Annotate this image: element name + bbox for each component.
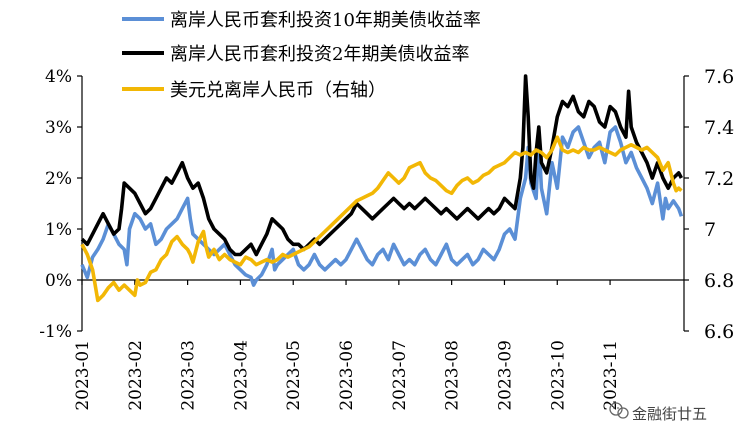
x-tick-label: 2023-04 [231,340,251,411]
right-tick-label: 7.6 [704,66,734,88]
x-tick-label: 2023-02 [126,340,146,411]
watermark-text: 金融街廿五 [632,405,707,423]
left-tick-label: 2% [45,169,72,189]
right-tick-label: 7.4 [704,117,734,139]
x-tick-label: 2023-06 [337,340,357,411]
x-tick-label: 2023-01 [73,340,93,411]
right-tick-label: 6.6 [704,321,734,343]
chart-legend: 离岸人民币套利投资10年期美债收益率离岸人民币套利投资2年期美债收益率美元兑离岸… [122,10,481,101]
x-axis: 2023-01 2023-02 2023-03 2023-04 2023-05 2023-… [73,279,684,411]
left-tick-label: 0% [45,271,72,291]
left-tick-label: 4% [45,67,72,87]
x-tick-label: 2023-09 [495,340,515,411]
watermark: 金融街廿五 [609,402,707,423]
right-axis: 6.6 6.8 7 7.2 7.4 7.6 [683,66,734,343]
right-tick-label: 7.2 [704,168,734,190]
x-tick-label: 2023-10 [548,340,568,411]
series-line-3 [80,135,683,303]
series-layer [80,74,684,303]
wechat-icon [609,402,629,419]
series-line-1 [80,125,684,287]
series-line-2 [80,74,683,257]
legend-label-3: 美元兑离岸人民币（右轴） [170,80,386,101]
left-tick-label: -1% [39,322,72,342]
x-tick-label: 2023-03 [179,340,199,411]
legend-label-2: 离岸人民币套利投资2年期美债收益率 [170,44,469,65]
left-tick-label: 1% [45,220,72,240]
x-tick-label: 2023-07 [390,340,410,411]
right-tick-label: 7 [704,219,716,241]
left-tick-label: 3% [45,118,72,138]
x-tick-label: 2023-05 [284,340,304,411]
x-tick-label: 2023-11 [601,340,621,411]
x-tick-label: 2023-08 [443,340,463,411]
legend-label-1: 离岸人民币套利投资10年期美债收益率 [170,10,481,31]
right-tick-label: 6.8 [704,270,734,292]
left-axis: -1% 0% 1% 2% 3% 4% [39,67,83,342]
